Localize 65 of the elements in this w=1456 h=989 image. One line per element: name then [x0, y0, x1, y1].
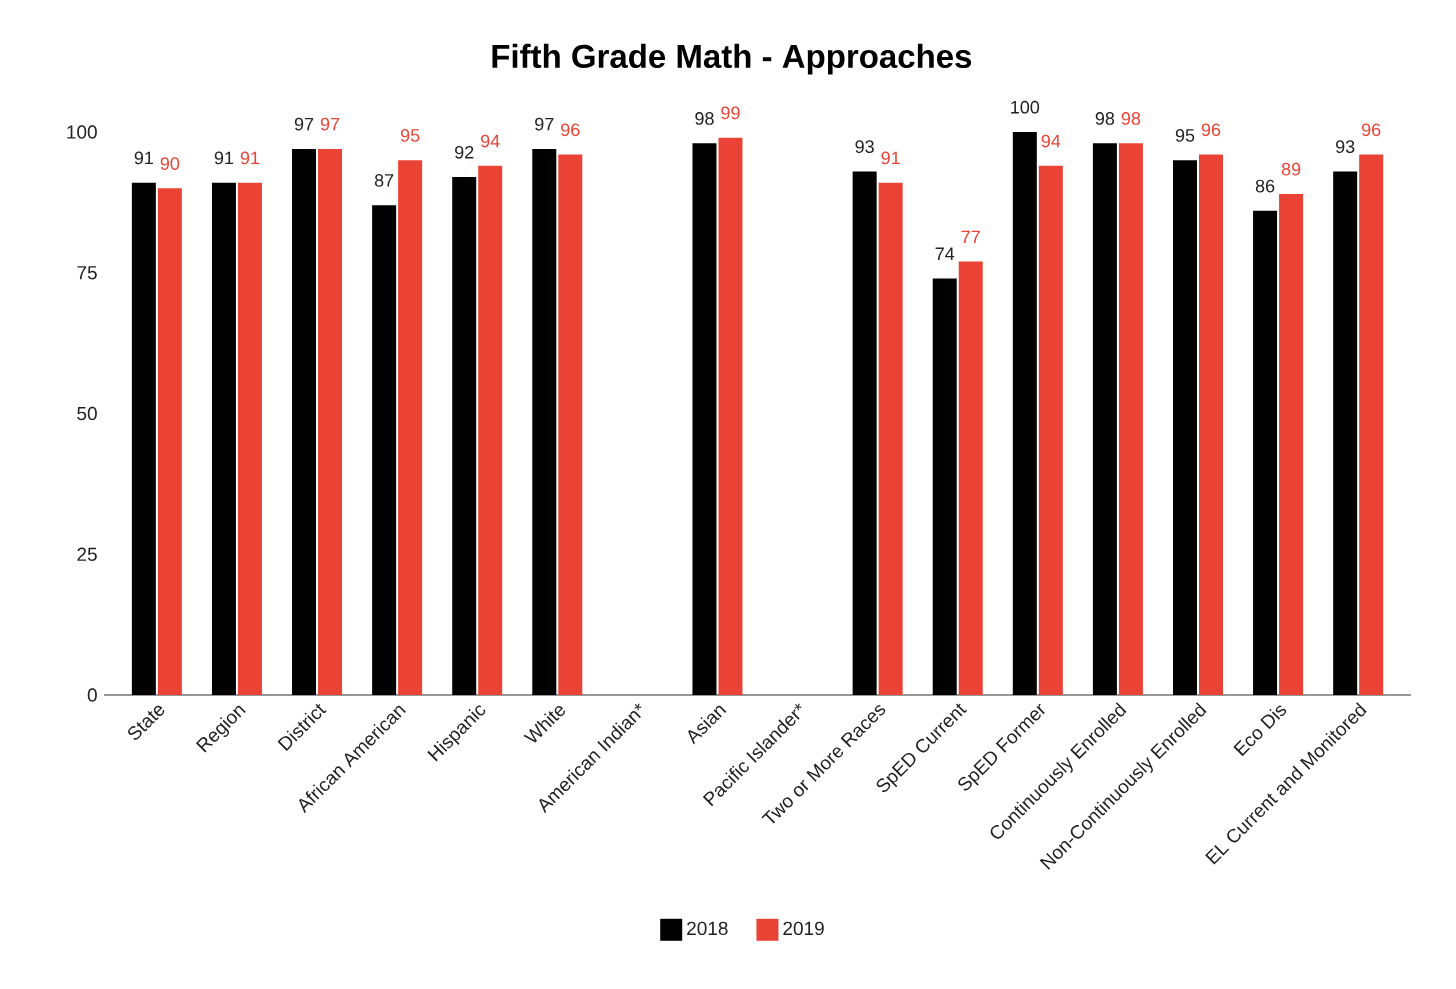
data-label: 91	[881, 151, 900, 165]
bar	[878, 182, 903, 695]
bar	[852, 171, 877, 695]
data-label: 94	[1041, 134, 1061, 148]
data-label: 93	[855, 140, 874, 154]
bar	[692, 143, 717, 695]
bar	[318, 148, 343, 695]
bar	[237, 182, 262, 695]
bar	[1118, 143, 1143, 695]
legend-label: 2019	[783, 921, 824, 936]
data-label: 98	[695, 112, 714, 125]
bar	[157, 188, 182, 695]
bar	[1012, 131, 1037, 695]
bar	[372, 205, 397, 695]
bar	[958, 261, 983, 695]
data-label: 86	[1255, 179, 1275, 193]
bar	[558, 154, 583, 695]
data-label: 94	[481, 134, 500, 148]
data-label: 96	[1201, 123, 1221, 137]
data-label: 97	[320, 117, 340, 131]
data-label: 95	[400, 129, 420, 142]
bar	[532, 148, 557, 695]
data-label: 99	[721, 106, 740, 120]
data-label: 92	[455, 145, 474, 159]
data-label: 89	[1281, 162, 1301, 176]
x-tick-label: Eco Dis	[1233, 705, 1287, 757]
data-label: 93	[1335, 140, 1355, 154]
data-label: 77	[961, 230, 980, 244]
data-label: 74	[935, 247, 955, 260]
y-tick-label: 75	[77, 266, 97, 280]
y-tick-label: 100	[67, 125, 97, 139]
data-label: 90	[160, 157, 180, 170]
bar	[211, 182, 236, 695]
data-label: 91	[134, 151, 153, 165]
data-label: 96	[561, 123, 580, 137]
bar	[718, 137, 743, 695]
bar	[1198, 154, 1223, 695]
chart-title: Fifth Grade Math - Approaches	[492, 43, 972, 75]
y-tick-label: 50	[77, 406, 97, 421]
bar	[1279, 193, 1304, 695]
data-label: 91	[214, 151, 234, 165]
bar	[452, 177, 477, 695]
y-tick-label: 0	[87, 688, 97, 702]
data-label: 87	[374, 174, 394, 187]
bar	[131, 182, 156, 695]
data-label: 96	[1361, 123, 1381, 137]
data-label: 97	[535, 117, 554, 131]
y-tick-label: 25	[77, 547, 97, 561]
bar	[1092, 143, 1117, 695]
legend-label: 2018	[687, 921, 728, 936]
bar	[1038, 165, 1063, 695]
bar	[1172, 160, 1197, 695]
data-label: 98	[1121, 112, 1141, 125]
data-label: 97	[294, 117, 314, 131]
bar	[932, 278, 957, 695]
bar	[292, 148, 317, 695]
bar	[398, 160, 423, 695]
bar	[1253, 210, 1278, 695]
data-label: 98	[1095, 112, 1115, 125]
bar	[1333, 171, 1358, 695]
data-label: 91	[240, 151, 260, 165]
data-label: 95	[1175, 129, 1195, 142]
bar	[1359, 154, 1384, 695]
data-label: 100	[1011, 100, 1040, 114]
bar	[478, 165, 503, 695]
